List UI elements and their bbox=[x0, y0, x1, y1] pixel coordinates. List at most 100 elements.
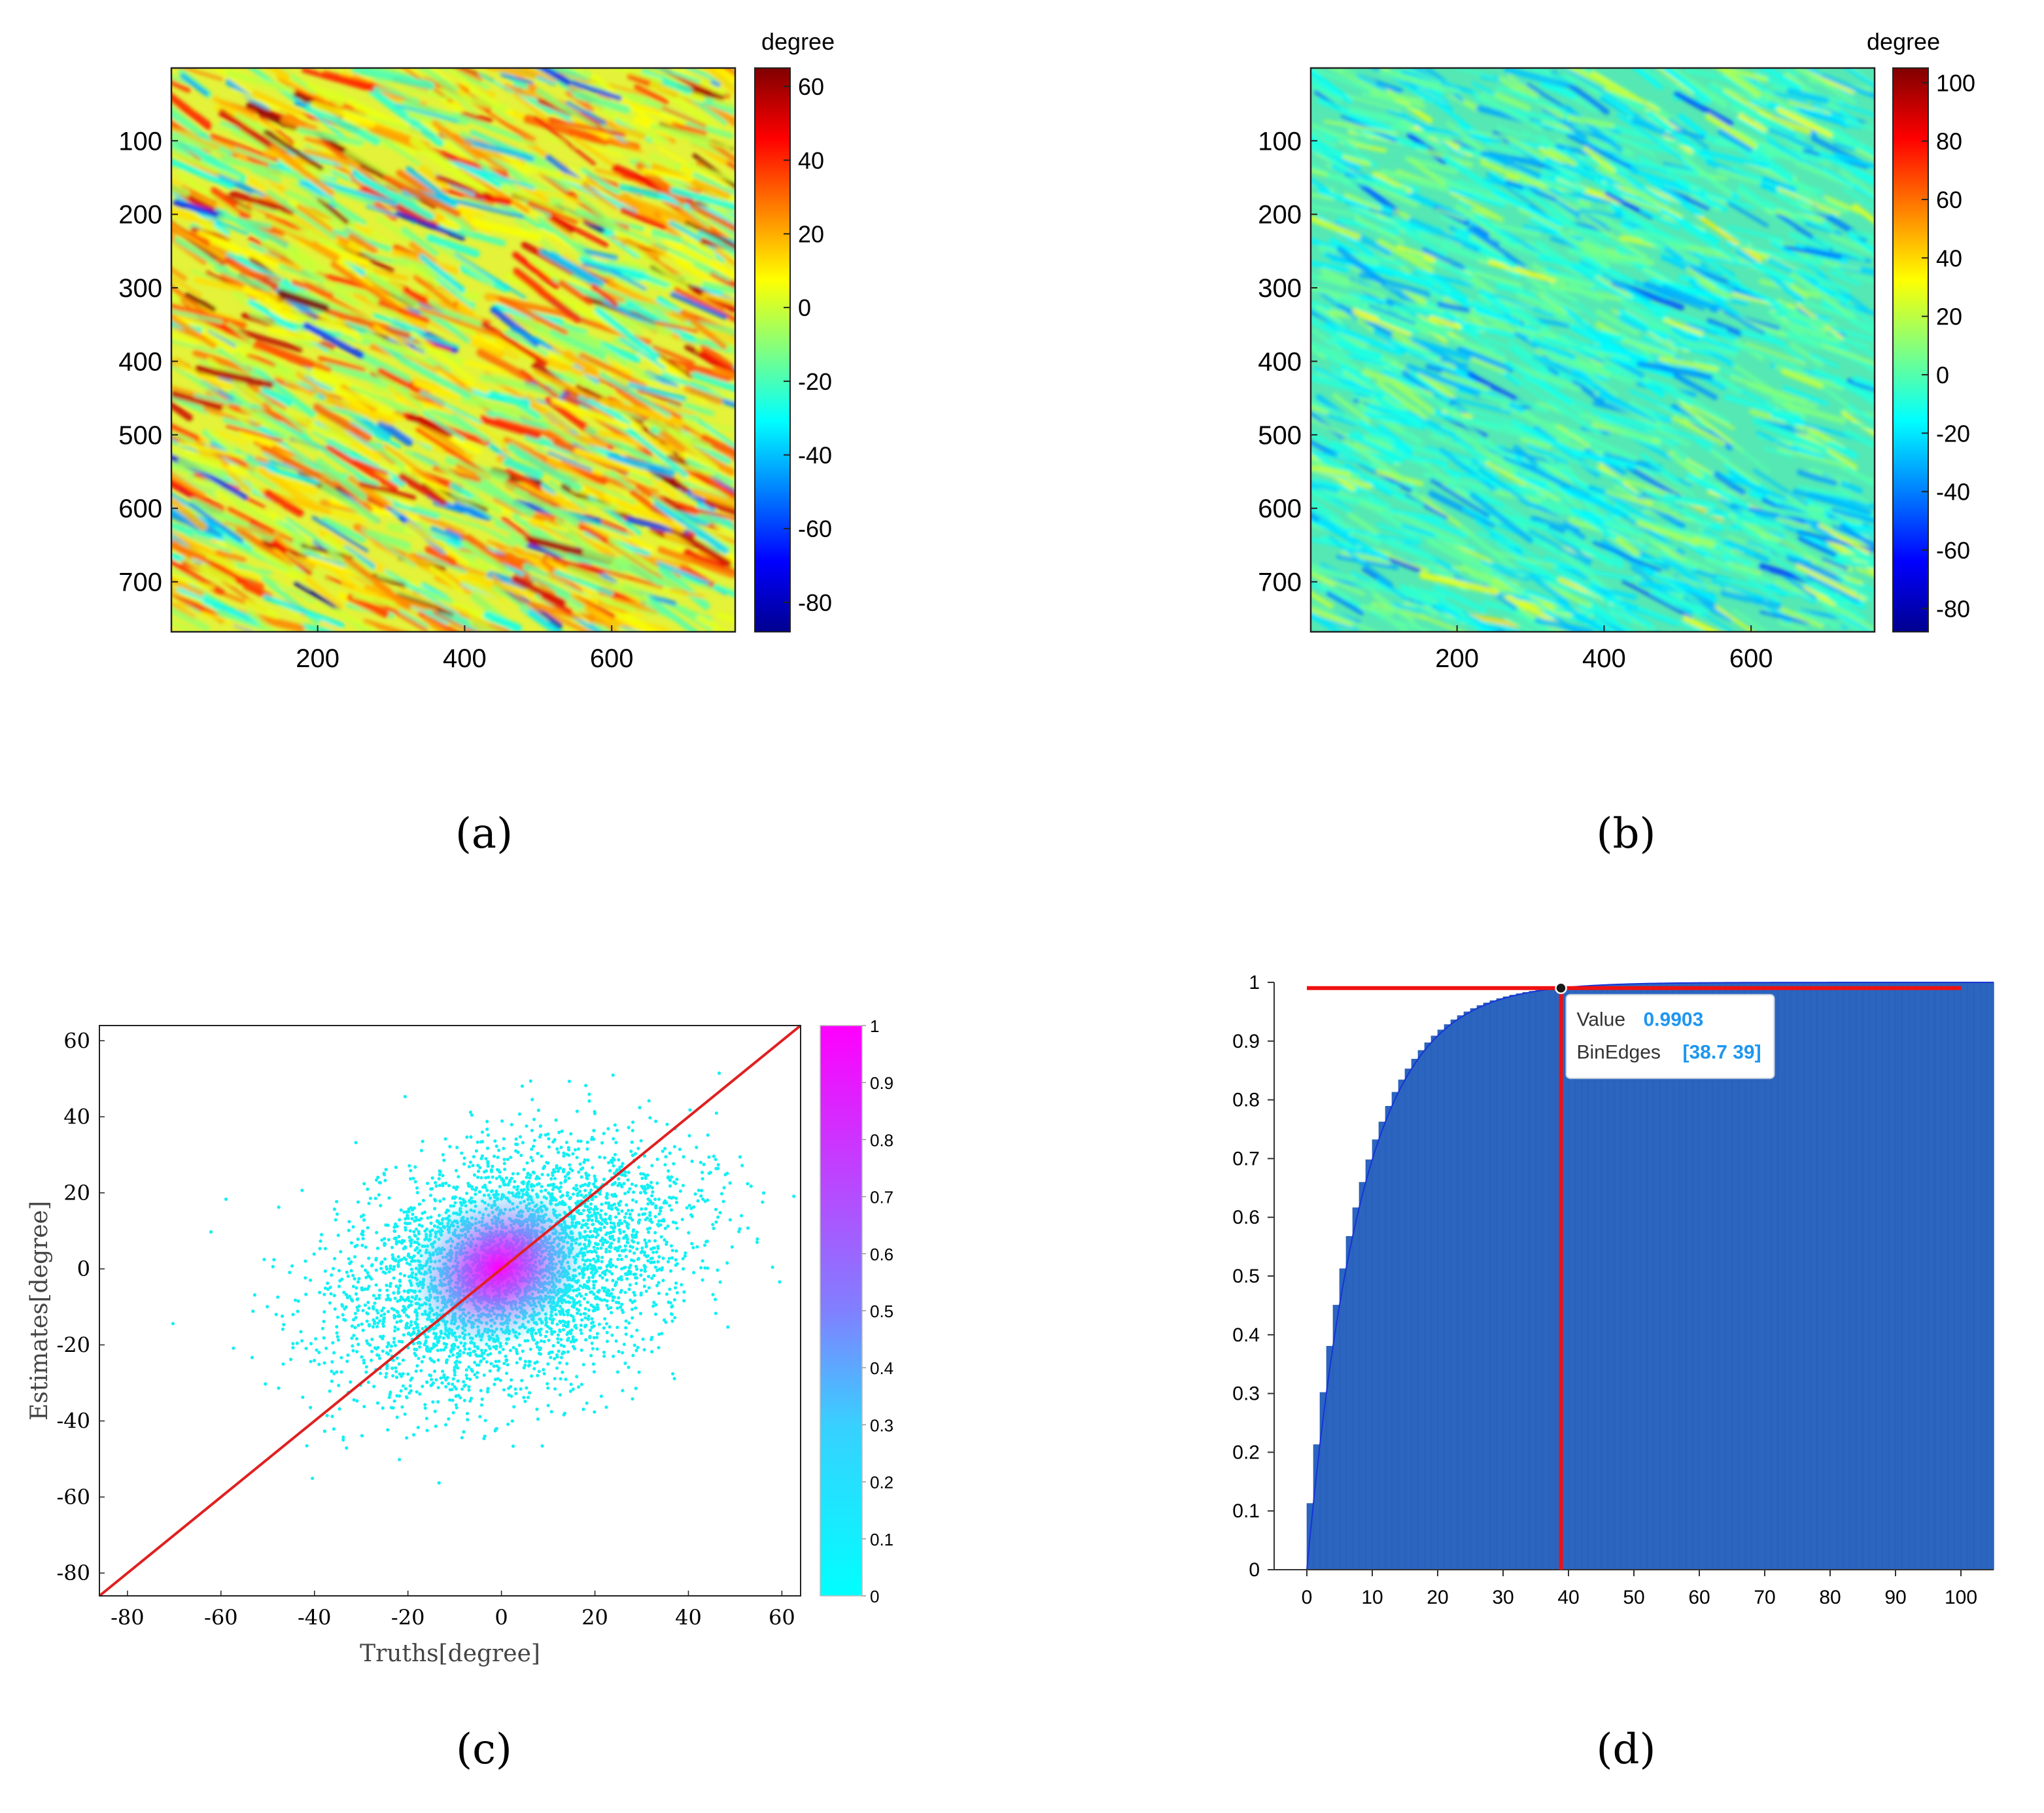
scatter-point bbox=[373, 1196, 377, 1200]
texture-streak bbox=[1317, 411, 1357, 426]
texture-streak bbox=[1429, 433, 1468, 451]
texture-streak bbox=[1337, 340, 1398, 370]
scatter-point bbox=[311, 1476, 315, 1480]
texture-streak bbox=[1311, 563, 1356, 583]
texture-streak bbox=[247, 468, 279, 489]
scatter-point bbox=[437, 1177, 441, 1181]
texture-streak bbox=[1774, 91, 1807, 104]
texture-streak bbox=[395, 211, 466, 241]
texture-streak bbox=[1791, 444, 1826, 461]
scatter-point bbox=[593, 1410, 597, 1414]
texture-streak bbox=[1372, 593, 1415, 623]
scatter-point bbox=[640, 1246, 644, 1250]
texture-streak bbox=[500, 73, 534, 84]
texture-streak bbox=[1499, 240, 1540, 257]
scatter-point bbox=[532, 1139, 536, 1143]
y-tick-label: 400 bbox=[1258, 347, 1302, 376]
scatter-point bbox=[674, 1249, 678, 1253]
texture-streak bbox=[1396, 513, 1467, 546]
texture-streak bbox=[1623, 337, 1675, 359]
scatter-point bbox=[313, 1337, 318, 1341]
texture-streak bbox=[1763, 446, 1793, 458]
scatter-point bbox=[232, 1346, 235, 1350]
scatter-point bbox=[457, 1175, 460, 1179]
scatter-point bbox=[396, 1327, 400, 1331]
scatter-point bbox=[678, 1189, 682, 1193]
texture-streak bbox=[320, 312, 364, 342]
texture-streak bbox=[1470, 207, 1504, 222]
texture-streak bbox=[295, 371, 345, 409]
texture-streak bbox=[1640, 209, 1680, 230]
texture-streak bbox=[687, 162, 735, 184]
texture-streak bbox=[692, 172, 735, 196]
texture-streak bbox=[1368, 479, 1406, 499]
texture-streak bbox=[171, 309, 223, 324]
texture-streak bbox=[1372, 394, 1423, 428]
texture-streak bbox=[683, 549, 725, 571]
heatmap-a bbox=[171, 68, 735, 632]
scatter-point bbox=[627, 1365, 631, 1370]
texture-streak bbox=[245, 383, 287, 413]
scatter-point bbox=[653, 1239, 657, 1243]
texture-streak bbox=[1784, 534, 1824, 565]
colorbar-title-a: degree bbox=[761, 28, 835, 55]
texture-streak bbox=[1516, 398, 1549, 413]
scatter-point bbox=[414, 1369, 418, 1373]
texture-streak bbox=[691, 488, 735, 509]
texture-streak bbox=[266, 189, 337, 241]
scatter-point bbox=[467, 1365, 471, 1369]
texture-streak bbox=[1656, 290, 1705, 311]
scatter-point bbox=[536, 1373, 540, 1377]
texture-streak bbox=[1839, 169, 1875, 198]
texture-streak bbox=[1856, 567, 1875, 578]
texture-streak bbox=[1359, 258, 1434, 288]
texture-streak bbox=[594, 307, 660, 360]
texture-streak bbox=[563, 350, 598, 375]
texture-streak bbox=[678, 504, 735, 521]
texture-streak bbox=[1455, 204, 1495, 234]
texture-streak bbox=[1469, 492, 1534, 544]
colorbar-tick-label: -60 bbox=[1936, 537, 1970, 564]
texture-streak bbox=[1731, 341, 1796, 368]
texture-streak bbox=[1750, 146, 1795, 181]
scatter-point bbox=[620, 1209, 624, 1213]
scatter-point bbox=[639, 1293, 643, 1297]
scatter-point bbox=[755, 1240, 759, 1245]
texture-streak bbox=[1823, 195, 1862, 215]
texture-streak bbox=[1684, 227, 1739, 262]
scatter-point bbox=[581, 1209, 585, 1213]
scatter-point bbox=[281, 1362, 285, 1366]
texture-streak bbox=[1505, 616, 1536, 632]
texture-streak bbox=[1835, 295, 1875, 328]
scatter-point bbox=[424, 1417, 428, 1421]
texture-streak bbox=[1696, 608, 1734, 632]
scatter-point bbox=[462, 1430, 466, 1434]
texture-streak bbox=[1417, 559, 1451, 577]
texture-streak bbox=[701, 434, 735, 456]
scatter-point bbox=[498, 1351, 502, 1355]
texture-streak bbox=[1571, 264, 1625, 298]
texture-streak bbox=[1748, 577, 1780, 603]
texture-streak bbox=[483, 611, 523, 632]
texture-streak bbox=[296, 204, 350, 245]
scatter-point bbox=[598, 1155, 602, 1159]
texture-streak bbox=[1311, 192, 1334, 201]
scatter-point bbox=[398, 1394, 402, 1398]
scatter-point bbox=[535, 1407, 539, 1411]
texture-streak bbox=[1829, 154, 1875, 168]
scatter-point bbox=[635, 1267, 639, 1271]
texture-streak bbox=[1311, 178, 1330, 194]
texture-streak bbox=[1542, 420, 1571, 441]
texture-streak bbox=[1560, 469, 1611, 507]
texture-streak bbox=[1795, 203, 1831, 228]
texture-streak bbox=[346, 475, 389, 508]
scatter-point bbox=[277, 1205, 281, 1209]
scatter-point bbox=[378, 1288, 382, 1292]
texture-streak bbox=[1609, 534, 1640, 557]
texture-streak bbox=[177, 457, 228, 478]
texture-streak bbox=[685, 220, 735, 248]
texture-streak bbox=[1311, 374, 1383, 399]
scatter-point bbox=[566, 1350, 570, 1354]
texture-streak bbox=[1326, 173, 1407, 194]
texture-streak bbox=[214, 258, 282, 282]
